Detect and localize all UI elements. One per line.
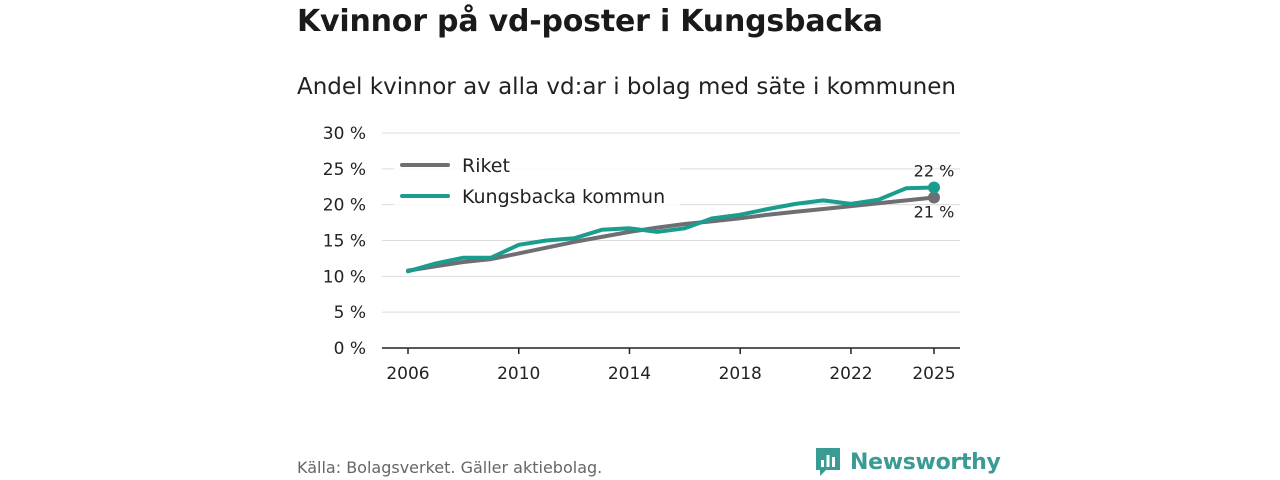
legend-label: Riket	[462, 155, 510, 177]
y-tick-label: 5 %	[334, 303, 366, 323]
y-tick-label: 20 %	[323, 196, 366, 216]
x-tick-label: 2010	[497, 364, 540, 384]
y-tick-label: 30 %	[323, 124, 366, 144]
source-note: Källa: Bolagsverket. Gäller aktiebolag.	[297, 458, 603, 477]
axes: 0 % 5 % 10 % 15 % 20 % 25 % 30 % 2006 2010 2014 20…	[323, 124, 960, 384]
y-tick-label: 25 %	[323, 160, 366, 180]
brand-logo: Newsworthy	[814, 446, 1001, 478]
series-line	[406, 195, 936, 273]
y-tick-label: 10 %	[323, 267, 366, 287]
chart-title: Kvinnor på vd-poster i Kungsbacka	[297, 4, 883, 39]
x-tick-label: 2025	[912, 364, 955, 384]
series-line	[406, 185, 936, 274]
end-labels: 22 % 21 %	[914, 161, 955, 221]
x-tick-label: 2006	[386, 364, 429, 384]
x-tick-label: 2022	[829, 364, 872, 384]
y-tick-label: 15 %	[323, 232, 366, 252]
legend-background	[394, 149, 680, 213]
legend-label: Kungsbacka kommun	[462, 186, 665, 208]
series-end-dot	[928, 181, 940, 194]
x-tick-label: 2014	[608, 364, 651, 384]
bar-chart-logo-icon	[816, 448, 840, 476]
series-end-dot	[928, 191, 940, 204]
end-label-kungsbacka: 22 %	[914, 161, 955, 180]
line-chart: 0 % 5 % 10 % 15 % 20 % 25 % 30 % 2006 2010 2014 20…	[323, 124, 960, 384]
series-lines	[406, 181, 940, 274]
end-label-riket: 21 %	[914, 203, 955, 222]
brand-name: Newsworthy	[850, 449, 1001, 475]
chart-subtitle: Andel kvinnor av alla vd:ar i bolag med …	[297, 74, 956, 100]
legend: Riket Kungsbacka kommun	[394, 149, 680, 213]
x-tick-label: 2018	[719, 364, 762, 384]
y-tick-label: 0 %	[334, 339, 366, 359]
